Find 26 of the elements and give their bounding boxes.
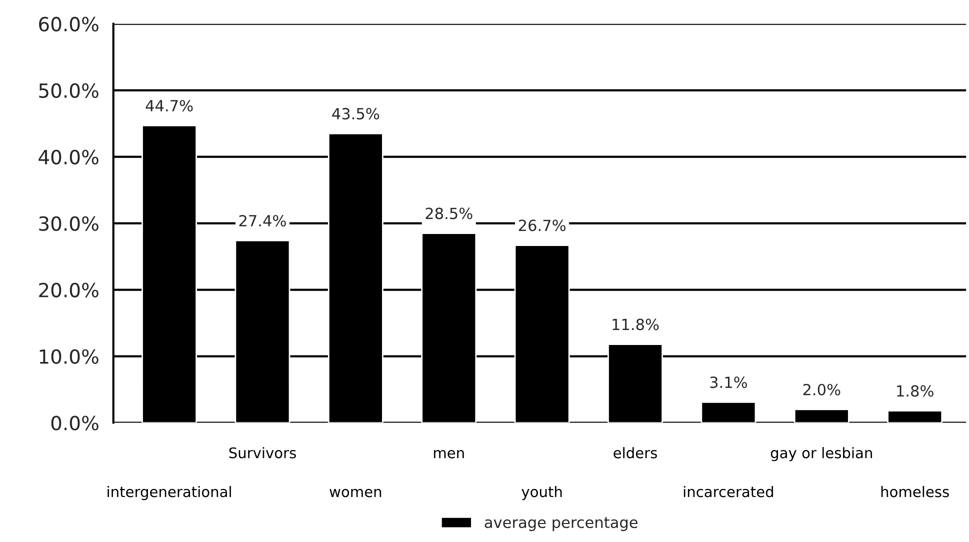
text: 26.7% [518, 220, 566, 232]
x-tick-label: women [330, 488, 382, 498]
y-tick-label: 40.0% [38, 150, 98, 164]
x-tick-label: Survivors [229, 447, 296, 458]
text: 2.0% [803, 384, 840, 396]
text: 11.8% [612, 318, 659, 330]
text: 43.5% [332, 108, 380, 120]
y-tick-label: 20.0% [39, 282, 98, 298]
y-tick-label: 10.0% [40, 349, 98, 364]
y-tick-label: 0.0% [51, 416, 98, 430]
text: 28.5% [426, 208, 472, 220]
text: 27.4% [239, 214, 286, 227]
x-tick-label: youth [522, 486, 562, 500]
x-tick-label: homeless [881, 486, 949, 498]
text: 3.1% [710, 376, 748, 388]
y-tick-label: 60.0% [39, 16, 98, 32]
legend-label: average percentage [484, 517, 638, 532]
text: 1.8% [897, 385, 934, 397]
y-tick-label: 50.0% [39, 83, 98, 98]
x-tick-label: elders [614, 447, 657, 458]
x-tick-label: gay or lesbian [770, 447, 872, 462]
text: 44.7% [146, 100, 193, 112]
x-tick-label: incarcerated [684, 486, 774, 498]
y-tick-label: 30.0% [39, 216, 98, 231]
x-tick-label: men [434, 450, 464, 458]
x-tick-label: intergenerational [108, 486, 231, 500]
